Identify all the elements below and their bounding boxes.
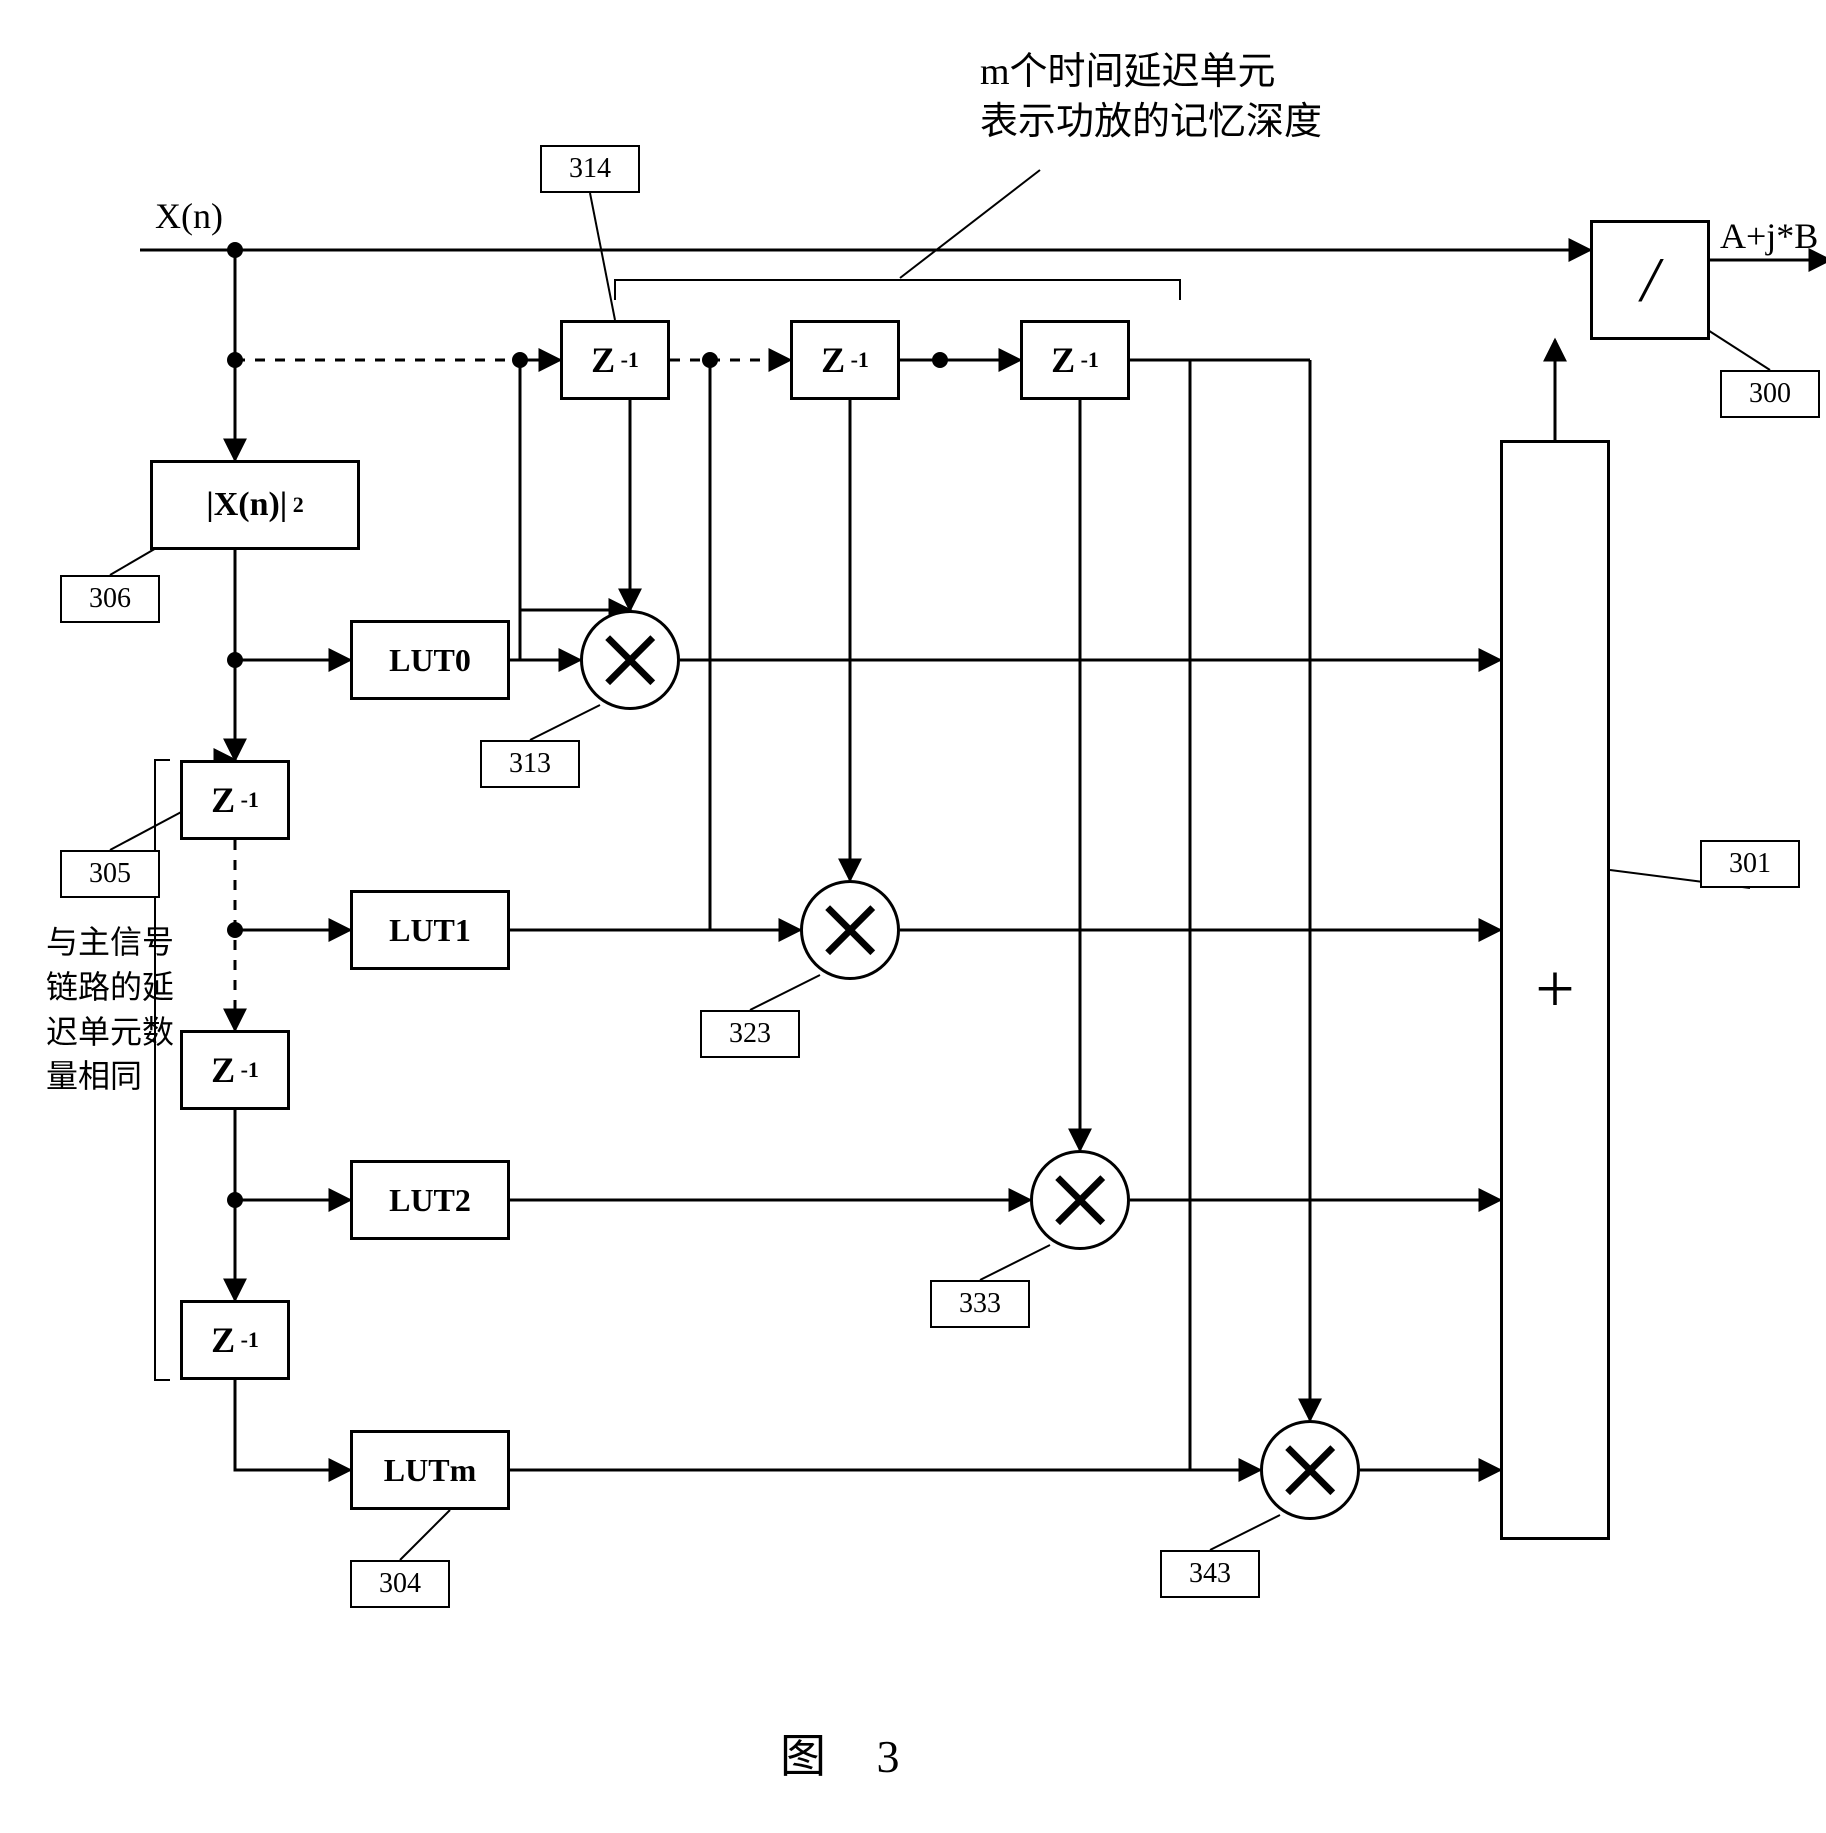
lut0: LUT0 [350,620,510,700]
figure-label: 图 3 [780,1720,904,1786]
delay-h2: Z -1 [790,320,900,400]
ref-300: 300 [1720,370,1820,418]
delay-v1: Z -1 [180,760,290,840]
adder-block: + [1500,440,1610,1540]
delay-v3: Z -1 [180,1300,290,1380]
ref-305: 305 [60,850,160,898]
lut1: LUT1 [350,890,510,970]
lutm: LUTm [350,1430,510,1510]
lut2-label: LUT2 [389,1182,471,1219]
delay-h1: Z -1 [560,320,670,400]
multiplier-2 [1030,1150,1130,1250]
multiplier-3 [1260,1420,1360,1520]
ref-314: 314 [540,145,640,193]
magnitude-squared: |X(n)| 2 [150,460,360,550]
delay-v2: Z -1 [180,1030,290,1110]
divider-text: / [1641,243,1659,317]
title-line2: 表示功放的记忆深度 [980,90,1322,145]
ref-343: 343 [1160,1550,1260,1598]
divider-block: / [1590,220,1710,340]
lut2: LUT2 [350,1160,510,1240]
multiplier-1 [800,880,900,980]
adder-plus: + [1535,950,1574,1030]
lut0-label: LUT0 [389,642,471,679]
ref-306: 306 [60,575,160,623]
ref-313: 313 [480,740,580,788]
ref-301: 301 [1700,840,1800,888]
output-label: A+j*B [1720,215,1818,257]
ref-304: 304 [350,1560,450,1608]
input-label: X(n) [155,195,223,237]
delay-h3: Z -1 [1020,320,1130,400]
title-line1: m个时间延迟单元 [980,40,1276,95]
multiplier-0 [580,610,680,710]
ref-333: 333 [930,1280,1030,1328]
lut1-label: LUT1 [389,912,471,949]
side-note: 与主信号 链路的延 迟单元数 量相同 [46,920,174,1099]
ref-323: 323 [700,1010,800,1058]
lutm-label: LUTm [384,1452,476,1489]
